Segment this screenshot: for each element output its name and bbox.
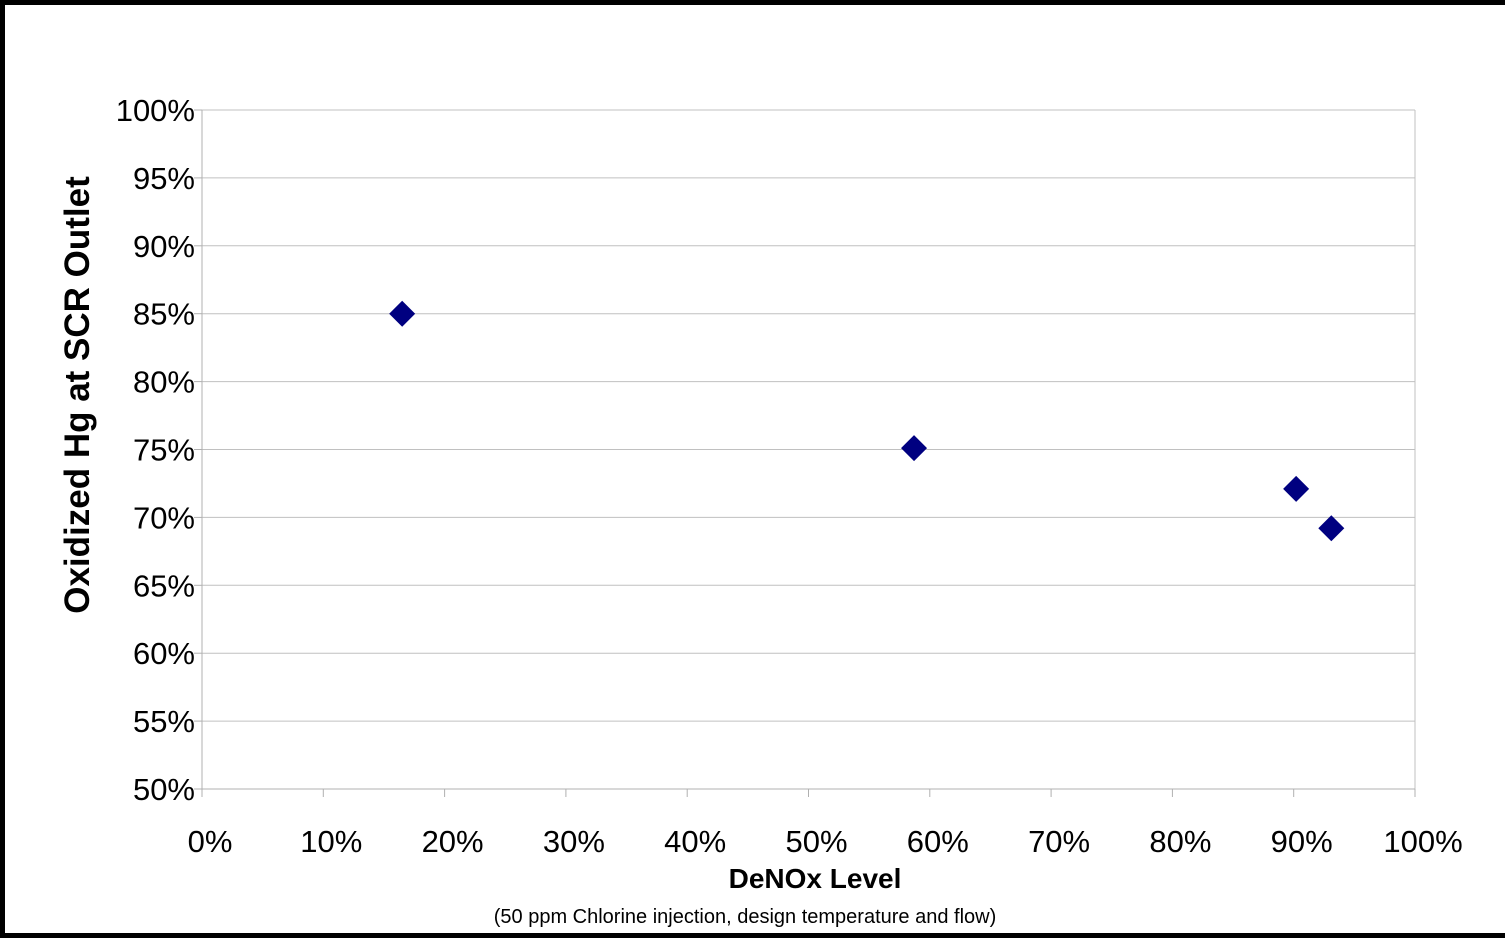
y-axis-title: Oxidized Hg at SCR Outlet [58, 176, 97, 614]
data-point [1318, 515, 1345, 542]
y-tick-label: 100% [116, 93, 195, 128]
x-tick-label: 20% [422, 824, 484, 859]
y-tick-label: 70% [133, 500, 195, 535]
y-tick-label: 75% [133, 433, 195, 468]
axes [194, 109, 1416, 797]
y-tick-label: 95% [133, 161, 195, 196]
x-tick-label: 0% [188, 824, 233, 859]
scatter-chart: 50% 55% 60% 65% 70% 75% 80% 85% 90% 95% 100% 0% 10% 2… [58, 93, 1463, 928]
y-tick-label: 65% [133, 568, 195, 603]
gridlines [202, 109, 1416, 789]
y-tick-label: 50% [133, 772, 195, 807]
x-tick-label: 100% [1383, 824, 1462, 859]
y-tick-label: 60% [133, 636, 195, 671]
y-tick-label: 90% [133, 229, 195, 264]
data-point [901, 435, 928, 462]
y-tick-label: 85% [133, 297, 195, 332]
tick-labels: 50% 55% 60% 65% 70% 75% 80% 85% 90% 95% 100% 0% 10% 2… [116, 93, 1463, 859]
data-point [1283, 475, 1310, 502]
x-axis-title: DeNOx Level [729, 863, 902, 894]
x-tick-label: 60% [907, 824, 969, 859]
chart-annotation: (50 ppm Chlorine injection, design tempe… [494, 906, 997, 928]
x-tick-label: 90% [1271, 824, 1333, 859]
x-tick-label: 30% [543, 824, 605, 859]
x-tick-label: 80% [1149, 824, 1211, 859]
y-tick-label: 55% [133, 704, 195, 739]
data-point [389, 300, 416, 327]
x-tick-label: 10% [300, 824, 362, 859]
x-tick-label: 50% [785, 824, 847, 859]
x-tick-label: 70% [1028, 824, 1090, 859]
y-tick-label: 80% [133, 365, 195, 400]
x-tick-label: 40% [664, 824, 726, 859]
data-points [389, 300, 1345, 542]
